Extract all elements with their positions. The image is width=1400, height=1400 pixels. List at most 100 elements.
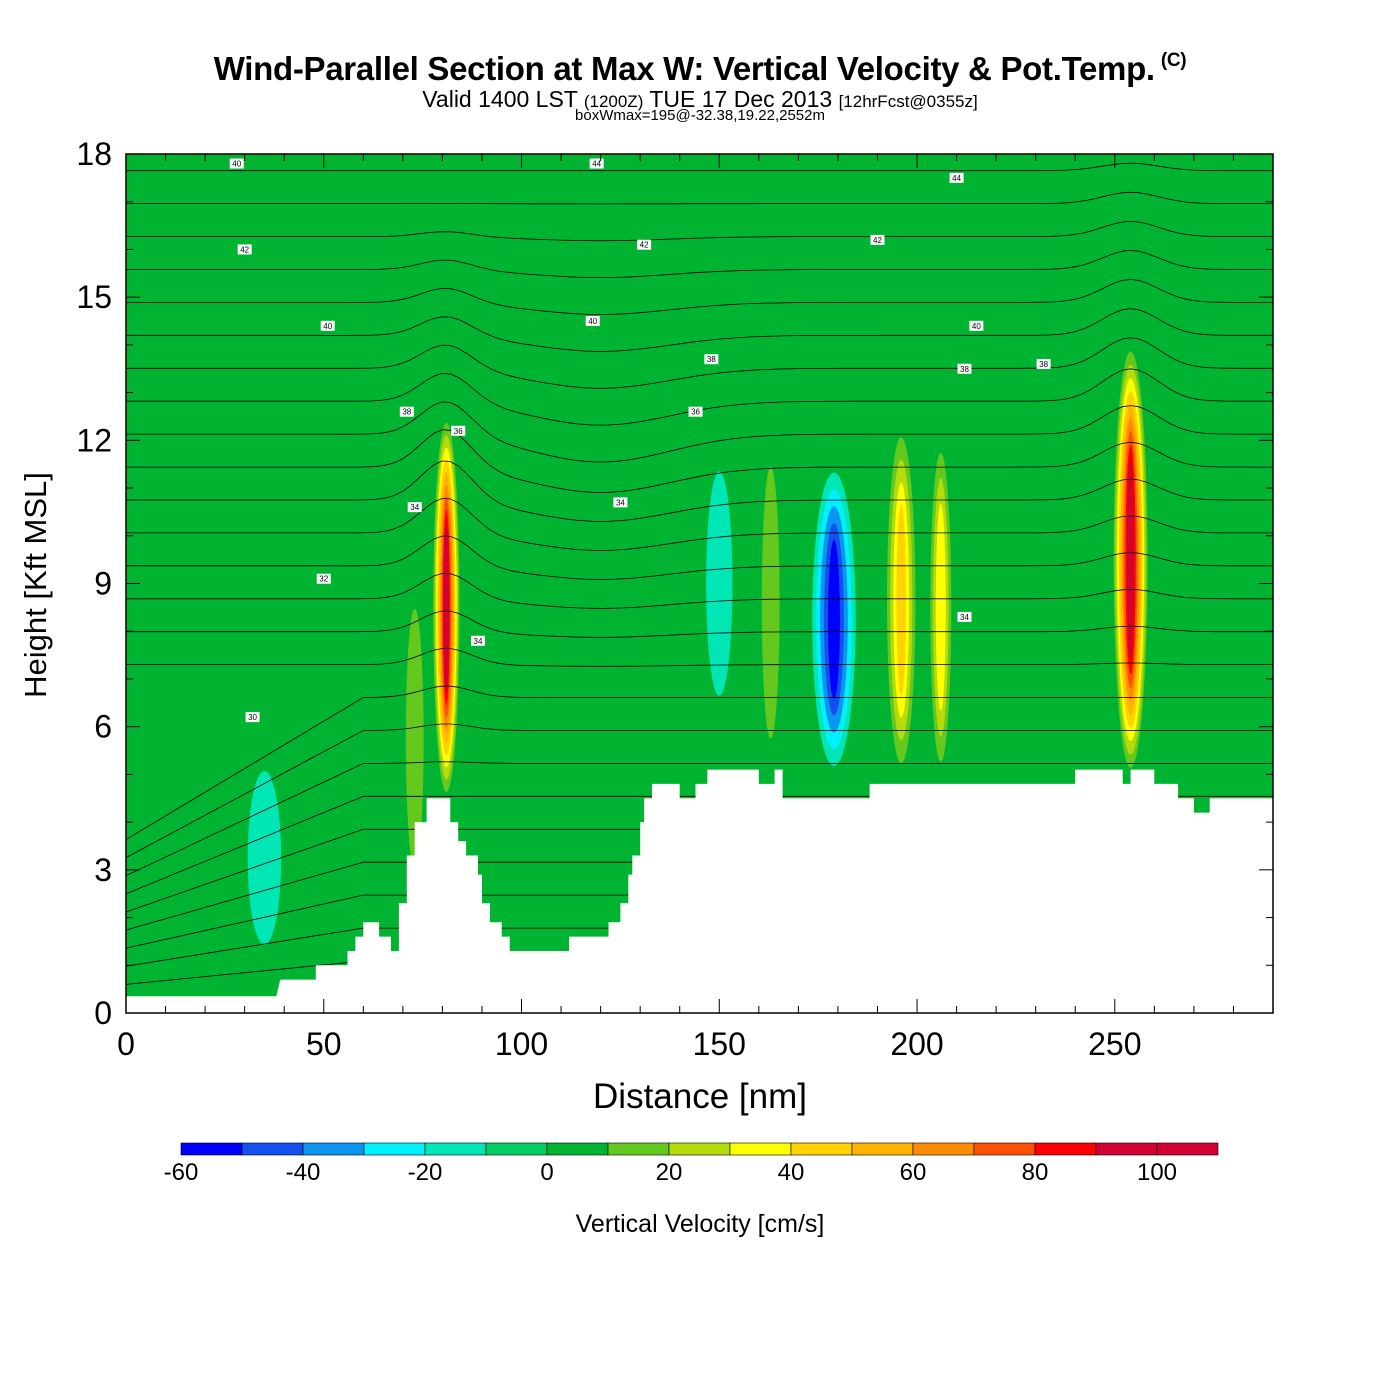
- colorbar-tick-label: -20: [408, 1159, 443, 1186]
- theta-label-text: 34: [616, 498, 625, 507]
- colorbar-tick-label: 20: [656, 1159, 683, 1186]
- theta-contour-line: [126, 220, 1273, 242]
- theta-label-bg: [637, 239, 652, 250]
- subtitle-utc: (1200Z): [583, 92, 644, 111]
- theta-label-text: 38: [1039, 360, 1048, 369]
- velocity-contour: [405, 608, 424, 869]
- colorbar-swatch: [729, 1142, 792, 1156]
- theta-label-bg: [316, 573, 331, 584]
- velocity-cell: [247, 771, 282, 945]
- theta-contour-line: [126, 337, 1273, 389]
- colorbar-tick-label: 0: [540, 1159, 553, 1186]
- colorbar-tick-label: 40: [778, 1159, 805, 1186]
- y-tick-label: 15: [76, 279, 112, 315]
- theta-label-text: 42: [240, 245, 249, 254]
- velocity-contour: [443, 521, 450, 693]
- theta-contour-line: [126, 573, 1273, 609]
- y-tick-label: 12: [76, 422, 112, 458]
- colorbar-label: Vertical Velocity [cm/s]: [576, 1210, 825, 1238]
- y-tick-label: 18: [76, 136, 112, 172]
- theta-label: 34: [471, 635, 486, 646]
- velocity-contour: [935, 503, 946, 712]
- theta-contour-line: [126, 685, 1273, 840]
- subtitle-date: TUE 17 Dec 2013: [649, 86, 833, 112]
- theta-label-bg: [451, 425, 466, 436]
- theta-label-bg: [245, 712, 260, 723]
- colorbar-swatch: [424, 1142, 487, 1156]
- theta-label-bg: [237, 244, 252, 255]
- x-tick-label: 250: [1088, 1026, 1141, 1062]
- theta-label-bg: [585, 316, 600, 327]
- colorbar-swatch: [851, 1142, 914, 1156]
- theta-label-text: 44: [952, 174, 961, 183]
- theta-label: 34: [407, 502, 422, 513]
- theta-label-bg: [407, 502, 422, 513]
- chart-subtitle: Valid 1400 LST (1200Z) TUE 17 Dec 2013 […: [0, 86, 1400, 113]
- theta-label-text: 30: [248, 713, 257, 722]
- velocity-cell: [761, 466, 780, 739]
- y-axis-label: Height [Kft MSL]: [18, 472, 53, 698]
- colorbar-swatch: [180, 1142, 243, 1156]
- theta-label-text: 42: [873, 236, 882, 245]
- y-tick-label: 3: [94, 852, 112, 888]
- theta-contour-line: [126, 279, 1273, 315]
- theta-label-text: 40: [323, 322, 332, 331]
- theta-contour-line: [126, 249, 1273, 278]
- colorbar-tick-label: -60: [164, 1159, 199, 1186]
- x-tick-label: 100: [495, 1026, 548, 1062]
- velocity-contour: [247, 771, 282, 945]
- theta-contour-line: [126, 610, 1273, 638]
- theta-contour-line: [126, 460, 1273, 522]
- velocity-cell: [706, 471, 733, 696]
- theta-label-text: 34: [960, 613, 969, 622]
- copyright-mark: (C): [1160, 50, 1187, 71]
- colorbar-swatch: [912, 1142, 975, 1156]
- velocity-cell: [930, 452, 952, 762]
- theta-label: 38: [957, 363, 972, 374]
- theta-label: 36: [688, 406, 703, 417]
- theta-contour-line: [126, 401, 1273, 463]
- colorbar-swatch: [973, 1142, 1036, 1156]
- colorbar-swatch: [1156, 1142, 1219, 1156]
- y-tick-label: 0: [94, 995, 112, 1031]
- colorbar-swatch: [546, 1142, 609, 1156]
- velocity-contour: [761, 466, 780, 739]
- colorbar-swatch: [1095, 1142, 1158, 1156]
- terrain-mask: [126, 769, 1273, 1013]
- theta-label: 40: [585, 316, 600, 327]
- theta-label-text: 34: [410, 503, 419, 512]
- theta-label-bg: [957, 611, 972, 622]
- colorbar-tick-label: 60: [900, 1159, 927, 1186]
- velocity-contour: [1127, 471, 1134, 649]
- theta-label: 40: [229, 158, 244, 169]
- colorbar-swatch: [485, 1142, 548, 1156]
- theta-label-text: 38: [960, 365, 969, 374]
- theta-label-text: 34: [474, 637, 483, 646]
- theta-label: 42: [870, 234, 885, 245]
- theta-contour-line: [126, 191, 1273, 205]
- theta-labels: 40 44 44 42 42 42 40 40 40 38 38 38 38 36 36 34 34 34 32 30…: [229, 158, 1051, 723]
- theta-contour-line: [126, 162, 1273, 172]
- theta-label-text: 36: [454, 427, 463, 436]
- theta-label-text: 40: [588, 317, 597, 326]
- velocity-contour: [706, 471, 733, 696]
- theta-label: 44: [949, 172, 964, 183]
- theta-label-text: 40: [232, 160, 241, 169]
- theta-contour-line: [126, 648, 1273, 667]
- theta-label: 36: [451, 425, 466, 436]
- theta-label-text: 42: [640, 241, 649, 250]
- theta-contour-line: [126, 535, 1273, 580]
- velocity-cell: [812, 472, 856, 766]
- theta-label-bg: [870, 234, 885, 245]
- velocity-contour: [896, 505, 906, 696]
- theta-label-text: 38: [707, 355, 716, 364]
- y-tick-label: 9: [94, 566, 112, 602]
- theta-label: 40: [320, 320, 335, 331]
- theta-label: 42: [637, 239, 652, 250]
- theta-label-text: 32: [319, 575, 328, 584]
- subtitle-valid: Valid 1400 LST: [422, 86, 578, 112]
- theta-label: 30: [245, 712, 260, 723]
- theta-label-bg: [969, 320, 984, 331]
- theta-contour-line: [126, 429, 1273, 493]
